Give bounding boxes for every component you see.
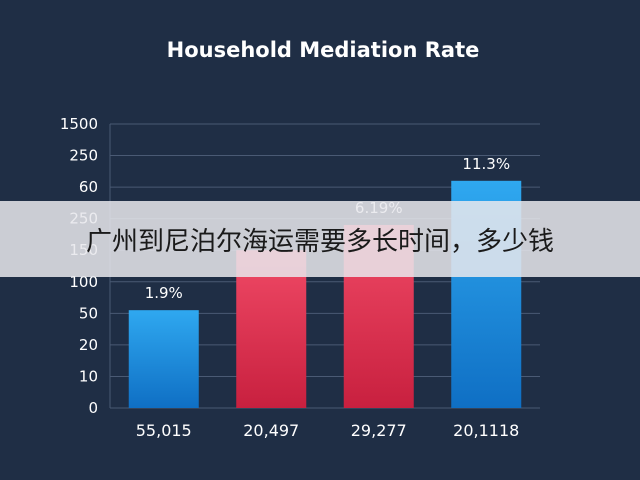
y-tick-label: 1500 <box>60 115 98 133</box>
y-tick-label: 50 <box>79 304 98 322</box>
y-tick-label: 100 <box>69 273 98 291</box>
data-label: 1.9% <box>145 284 183 302</box>
chart-title: Household Mediation Rate <box>167 38 480 62</box>
y-tick-label: 20 <box>79 336 98 354</box>
overlay-banner: 广州到尼泊尔海运需要多长时间，多少钱 <box>0 201 640 277</box>
y-tick-label: 10 <box>79 367 98 385</box>
x-category-label: 20,497 <box>243 421 299 440</box>
x-category-label: 20,1118 <box>453 421 519 440</box>
x-category-label: 55,015 <box>136 421 192 440</box>
x-category-label: 29,277 <box>351 421 407 440</box>
y-tick-label: 0 <box>88 399 98 417</box>
bar <box>128 310 199 408</box>
x-axis-categories: 55,015 20,497 29,277 20,1118 <box>136 421 520 440</box>
data-label: 11.3% <box>462 155 510 173</box>
y-tick-label: 250 <box>69 147 98 165</box>
y-tick-label: 60 <box>79 178 98 196</box>
